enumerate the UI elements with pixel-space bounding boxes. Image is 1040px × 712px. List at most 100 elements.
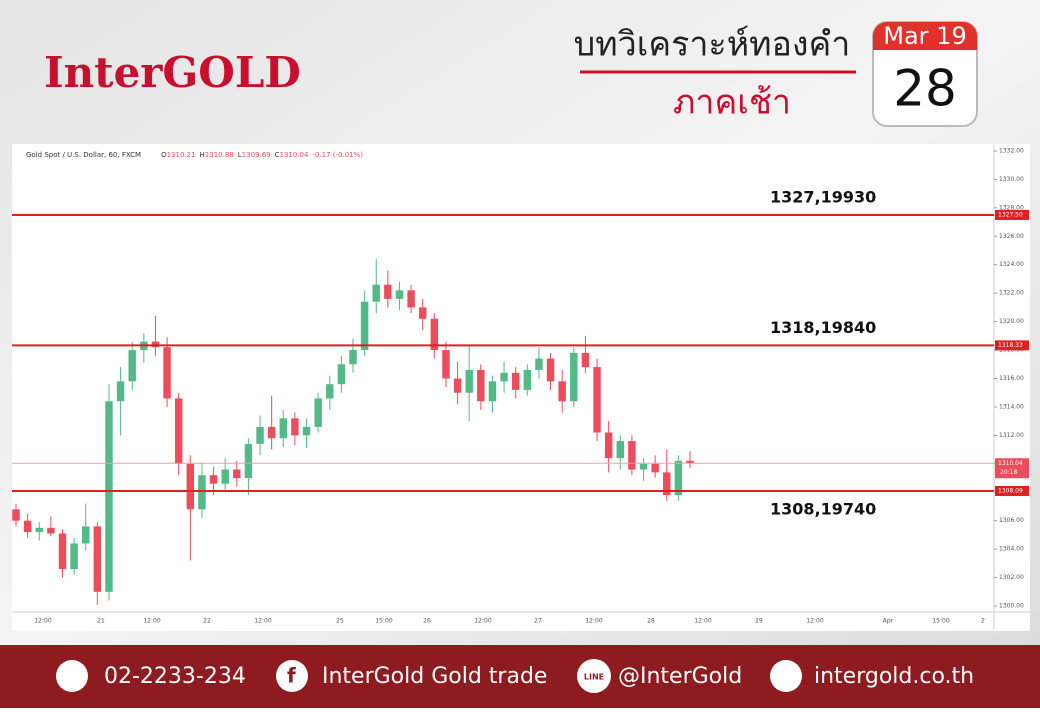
legend: Gold Spot / U.S. Dollar, 60, FXCM O1310.2… xyxy=(26,151,363,159)
y-tick-label: 1300.00 xyxy=(999,603,1024,610)
candle-body xyxy=(337,364,346,385)
x-tick-label: 25 xyxy=(336,618,344,625)
y-tick-label: 1326.00 xyxy=(999,233,1024,240)
legend-part: 1309.69 xyxy=(242,151,271,159)
legend-part: 1310.21 xyxy=(167,151,196,159)
level-badge xyxy=(995,209,1029,220)
candle-body xyxy=(372,284,380,302)
candle-body xyxy=(384,284,392,299)
candle-body xyxy=(267,426,276,439)
level-note: 1327,19930 xyxy=(770,187,876,206)
web-icon xyxy=(770,660,802,692)
x-tick-label: 2 xyxy=(981,618,985,625)
candle-body xyxy=(453,378,462,393)
x-tick-label: 12:00 xyxy=(806,618,823,625)
y-tick-label: 1312.00 xyxy=(999,432,1024,439)
y-tick-label: 1302.00 xyxy=(999,574,1024,581)
y-tick-label: 1330.00 xyxy=(999,176,1024,183)
candle-body xyxy=(477,369,485,402)
candle-body xyxy=(58,533,67,570)
candle-body xyxy=(82,526,90,544)
x-tick-label: 28 xyxy=(647,618,655,625)
candle-body xyxy=(419,307,427,319)
candle-body xyxy=(349,350,357,365)
legend-part: O xyxy=(161,151,167,159)
candle-body xyxy=(686,460,694,464)
candle-body xyxy=(256,426,264,444)
x-tick-label: 15:00 xyxy=(375,618,392,625)
candle-body xyxy=(651,463,659,473)
x-tick-label: 15:00 xyxy=(932,618,949,625)
candle-body xyxy=(35,527,43,533)
candle-body xyxy=(465,369,473,393)
candle-body xyxy=(128,350,136,382)
candle-body xyxy=(291,418,299,436)
candle-body xyxy=(302,426,311,436)
candle-body xyxy=(546,358,555,382)
current-badge-label: 1310.04 xyxy=(998,460,1023,467)
y-tick-label: 1328.00 xyxy=(999,204,1024,211)
x-tick-label: 12:00 xyxy=(254,618,271,625)
x-tick-label: 27 xyxy=(534,618,542,625)
candle-body xyxy=(105,401,113,592)
title: บทวิเคราะห์ทองคำ xyxy=(574,25,851,65)
legend-part: H xyxy=(200,151,205,159)
level-badge-label: 1327.50 xyxy=(998,211,1023,218)
brand: InterGOLD xyxy=(44,48,301,97)
legend-part: -0.17 (-0.01%) xyxy=(312,151,363,159)
level-badge-label: 1308.09 xyxy=(998,487,1023,494)
subtitle: ภาคเช้า xyxy=(673,83,791,123)
x-tick-label: 12:00 xyxy=(474,618,491,625)
line-icon xyxy=(577,659,611,693)
web: intergold.co.th xyxy=(814,664,974,689)
current-badge xyxy=(995,458,1029,479)
level-badge xyxy=(995,340,1029,351)
level-badge xyxy=(995,485,1029,496)
x-tick-label: 12:00 xyxy=(143,618,160,625)
candle-body xyxy=(604,432,613,459)
candle-body xyxy=(639,463,648,470)
candle-body xyxy=(535,358,543,370)
x-tick-label: 21 xyxy=(97,618,105,625)
y-tick-label: 1324.00 xyxy=(999,261,1024,268)
calendar-day: 28 xyxy=(893,60,957,118)
x-tick-label: 29 xyxy=(755,618,763,625)
y-tick-label: 1306.00 xyxy=(999,517,1024,524)
candle-body xyxy=(558,381,566,402)
candle-body xyxy=(314,398,322,427)
x-tick-label: Apr xyxy=(883,618,894,625)
candle-body xyxy=(70,543,78,570)
y-tick-label: 1314.00 xyxy=(999,403,1024,410)
candle-body xyxy=(570,352,578,402)
phone-icon xyxy=(56,660,88,692)
candle-body xyxy=(663,472,671,496)
line-icon-text: LINE xyxy=(584,673,604,682)
candle-body xyxy=(93,526,102,592)
candle-body xyxy=(209,475,218,484)
x-tick-label: 12:00 xyxy=(585,618,602,625)
candle-body xyxy=(47,527,55,534)
candle-body xyxy=(442,350,450,379)
candle-body xyxy=(198,475,206,510)
candle-body xyxy=(407,290,415,308)
legend-part: 1310.04 xyxy=(280,151,309,159)
candle-body xyxy=(581,352,590,368)
candle-body xyxy=(279,418,287,439)
y-tick-label: 1320.00 xyxy=(999,318,1024,325)
candle-body xyxy=(593,367,601,433)
candle-body xyxy=(523,369,532,390)
candle-body xyxy=(163,347,171,399)
candle-body xyxy=(326,384,334,399)
candle-body xyxy=(488,381,497,402)
x-tick-label: 26 xyxy=(423,618,431,625)
level-note: 1308,19740 xyxy=(770,499,876,518)
candle-body xyxy=(221,469,229,484)
legend-part: 1310.88 xyxy=(205,151,234,159)
y-tick-label: 1316.00 xyxy=(999,375,1024,382)
line: @InterGold xyxy=(618,664,742,689)
chart-panel xyxy=(12,144,1030,631)
candle-body xyxy=(23,520,32,533)
calendar: Mar 19 28 xyxy=(872,21,978,127)
current-timer: 20:18 xyxy=(1000,469,1017,476)
candle-body xyxy=(628,441,636,470)
